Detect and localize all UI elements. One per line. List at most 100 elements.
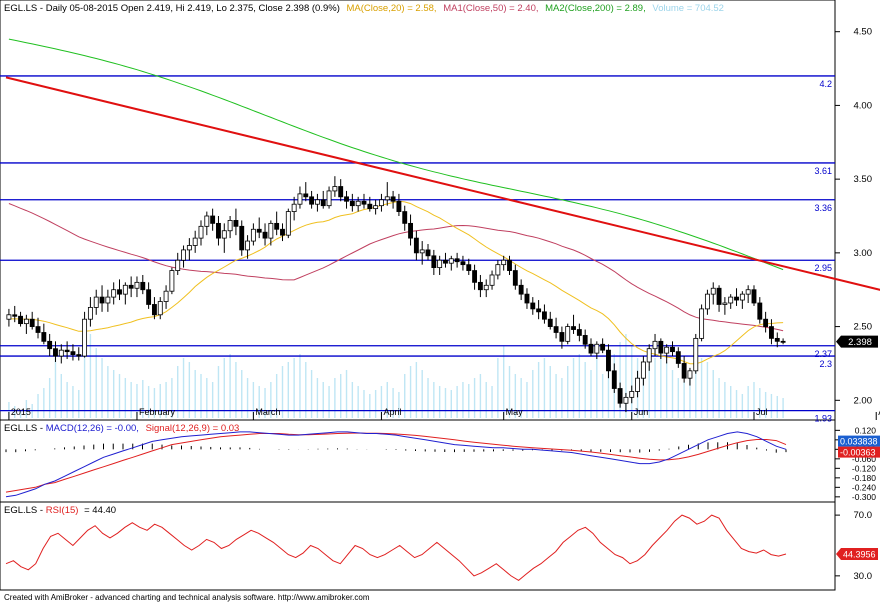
candle-body: [629, 391, 635, 398]
volume-bar: [502, 346, 505, 418]
candle-body: [99, 296, 105, 304]
volume-bar: [404, 374, 406, 418]
candle: [576, 323, 582, 342]
rsi-header-value: = 44.40: [84, 505, 116, 516]
candle-body: [58, 349, 64, 357]
volume-bar: [136, 384, 138, 418]
macd-value-label: 0.033838: [840, 437, 878, 447]
candle-body: [163, 290, 169, 302]
volume-bar: [48, 378, 51, 418]
candle: [373, 199, 379, 215]
candle-body: [640, 361, 646, 379]
candle-body: [693, 337, 699, 372]
candle-body: [256, 228, 262, 233]
candle: [675, 347, 681, 368]
candle: [402, 205, 408, 231]
candle-body: [349, 200, 355, 207]
candle: [111, 282, 117, 305]
candle: [239, 220, 245, 256]
candle: [664, 344, 670, 364]
candle-body: [699, 308, 705, 339]
candle-body: [600, 343, 606, 351]
candle-body: [175, 259, 181, 271]
volume-bar: [415, 362, 418, 418]
volume-bar: [514, 374, 517, 418]
volume-bar: [78, 390, 80, 418]
candle-body: [437, 259, 443, 269]
candle-body: [332, 186, 338, 192]
macd-header-macd: MACD(12,26) = -0.00,: [46, 423, 139, 434]
candle-body: [623, 396, 629, 404]
volume-bar: [107, 366, 109, 418]
volume-bar: [753, 382, 755, 418]
trendline-layer: [5, 76, 880, 291]
volume-bar: [671, 370, 674, 418]
macd-value-marker: [838, 435, 880, 447]
price-header-symbol: EGL.LS - Daily 05-08-2015 Open 2.419, Hi…: [4, 3, 340, 14]
ma20-line: [8, 200, 784, 365]
volume-bar: [153, 388, 156, 418]
volume-bar: [165, 382, 167, 418]
candle: [23, 314, 29, 334]
volume-bar: [648, 366, 650, 418]
candle-body: [425, 249, 431, 257]
candle-body: [687, 370, 693, 379]
candle: [547, 311, 553, 330]
candle: [693, 333, 699, 374]
volume-bar: [549, 366, 551, 418]
candle: [70, 344, 76, 361]
candle-body: [704, 293, 710, 310]
candle: [384, 182, 390, 206]
candle-body: [169, 270, 175, 292]
candle-body: [326, 190, 332, 207]
candle-body: [384, 196, 390, 201]
candle: [623, 392, 629, 413]
candle-body: [664, 346, 670, 354]
candle: [454, 252, 460, 268]
volume-bar: [712, 370, 714, 418]
volume-bar: [730, 386, 732, 418]
volume-bar: [497, 358, 499, 418]
candle: [716, 285, 722, 312]
rsi-value-marker: [836, 547, 878, 560]
candle-body: [41, 332, 47, 342]
volume-bar: [631, 346, 633, 418]
candle-body: [396, 200, 402, 212]
candle-body: [646, 348, 652, 363]
macd-line: [5, 431, 787, 498]
volume-bar: [246, 378, 249, 418]
volume-bar: [258, 386, 260, 418]
volume-bar: [747, 386, 749, 418]
candle-body: [780, 340, 786, 343]
candle: [157, 297, 163, 320]
volume-bar: [112, 370, 115, 418]
price-panel: [0, 0, 836, 421]
candle-body: [565, 326, 571, 342]
volume-bar: [665, 362, 668, 418]
candle-body: [530, 302, 536, 310]
volume-bar: [596, 358, 598, 418]
candle: [629, 385, 635, 404]
candle: [489, 270, 495, 290]
volume-bar: [340, 374, 342, 418]
volume-bar: [241, 370, 243, 418]
volume-bar: [177, 366, 179, 418]
volume-bar: [188, 362, 191, 418]
y-tick-label: 4.00: [854, 100, 873, 111]
moving-averages: [8, 38, 784, 365]
candle: [338, 179, 344, 202]
volume-bar: [590, 370, 592, 418]
volume-bar: [19, 410, 22, 418]
candle: [483, 279, 489, 298]
volume-bar: [689, 374, 691, 418]
rsi-value-label: 44.3956: [843, 549, 876, 559]
candle: [192, 230, 198, 253]
candle: [99, 285, 105, 312]
candle: [233, 208, 239, 236]
candle-body: [710, 287, 716, 295]
macd-lines: 0.1200.0600.000-0.060-0.120-0.180-0.240-…: [5, 425, 880, 502]
candle-body: [635, 377, 641, 392]
candle: [58, 344, 64, 364]
candle-body: [6, 314, 12, 320]
candle: [530, 297, 536, 315]
